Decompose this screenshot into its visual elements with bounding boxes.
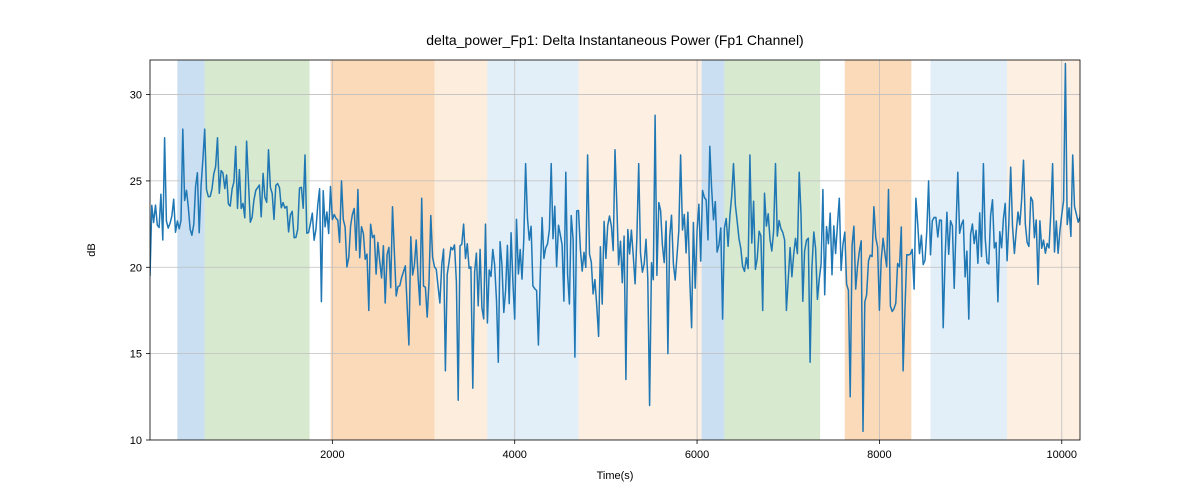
svg-text:20: 20 bbox=[130, 262, 142, 274]
svg-text:4000: 4000 bbox=[502, 449, 526, 461]
svg-text:30: 30 bbox=[130, 90, 142, 102]
chart-svg: 2000 4000 6000 8000 10000 10 15 20 25 30 bbox=[0, 0, 1200, 500]
svg-text:10: 10 bbox=[130, 435, 142, 447]
plot-area: 2000 4000 6000 8000 10000 10 15 20 25 30 bbox=[0, 0, 1200, 500]
svg-text:6000: 6000 bbox=[685, 449, 709, 461]
svg-text:10000: 10000 bbox=[1046, 449, 1077, 461]
svg-text:15: 15 bbox=[130, 349, 142, 361]
svg-text:2000: 2000 bbox=[320, 449, 344, 461]
svg-text:25: 25 bbox=[130, 176, 142, 188]
svg-text:8000: 8000 bbox=[867, 449, 891, 461]
